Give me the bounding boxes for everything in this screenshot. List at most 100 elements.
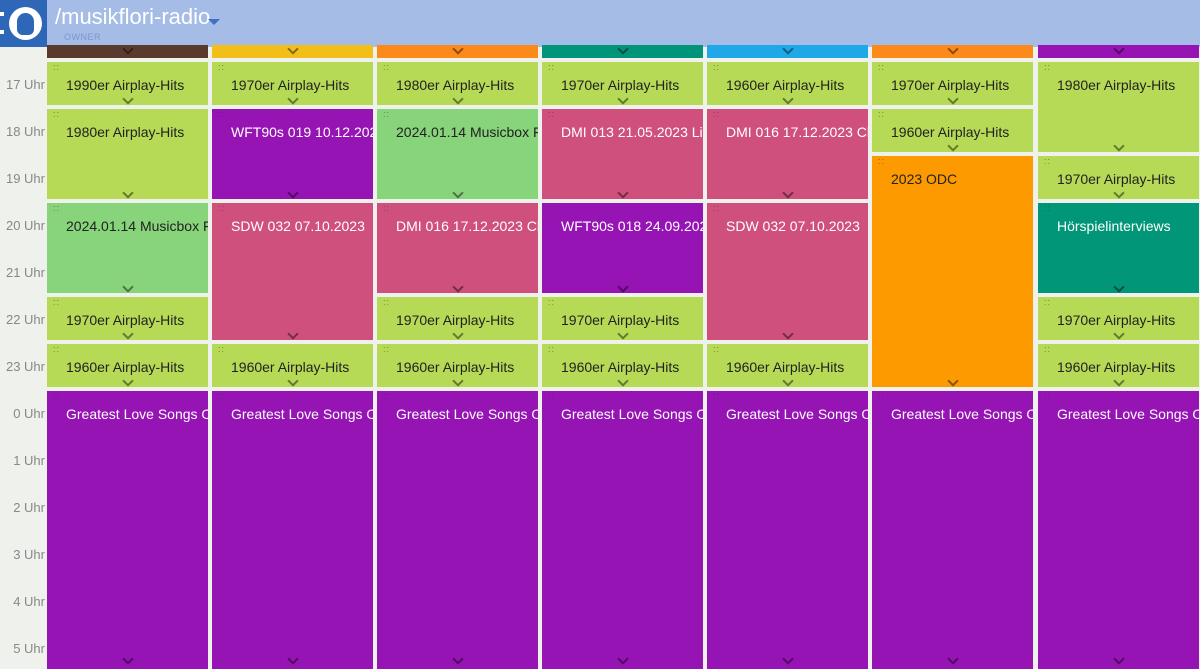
- drag-handle-icon[interactable]: ::: [1044, 391, 1052, 401]
- chevron-down-icon[interactable]: [616, 93, 629, 105]
- drag-handle-icon[interactable]: ::: [53, 344, 61, 354]
- drag-handle-icon[interactable]: ::: [878, 109, 886, 119]
- chevron-down-icon[interactable]: [451, 375, 464, 387]
- show-block[interactable]: :: 2023 ODC: [872, 156, 1033, 387]
- show-block[interactable]: :: 2024.01.14 Musicbox Fo: [47, 203, 208, 293]
- drag-handle-icon[interactable]: ::: [53, 62, 61, 72]
- show-block[interactable]: :: 1970er Airplay-Hits: [47, 297, 208, 340]
- drag-handle-icon[interactable]: ::: [548, 344, 556, 354]
- expand-toggle[interactable]: [377, 653, 538, 668]
- show-block[interactable]: :: 1970er Airplay-Hits: [542, 297, 703, 340]
- chevron-down-icon[interactable]: [616, 328, 629, 340]
- expand-toggle[interactable]: [872, 653, 1033, 668]
- chevron-down-icon[interactable]: [121, 328, 134, 340]
- drag-handle-icon[interactable]: ::: [713, 203, 721, 213]
- drag-handle-icon[interactable]: ::: [218, 109, 226, 119]
- chevron-down-icon[interactable]: [781, 653, 794, 665]
- chevron-down-icon[interactable]: [121, 653, 134, 665]
- chevron-down-icon[interactable]: [121, 93, 134, 105]
- show-block[interactable]: :: 1970er Airplay-Hits: [542, 62, 703, 105]
- drag-handle-icon[interactable]: ::: [548, 297, 556, 307]
- drag-handle-icon[interactable]: ::: [53, 203, 61, 213]
- drag-handle-icon[interactable]: ::: [218, 344, 226, 354]
- show-block[interactable]: :: 2024.01.14 Musicbox Fo: [377, 109, 538, 199]
- show-block[interactable]: :: 1980er Airplay-Hits: [47, 109, 208, 199]
- station-title[interactable]: /musikflori-radio: [55, 4, 211, 29]
- chevron-down-icon[interactable]: [451, 187, 464, 199]
- drag-handle-icon[interactable]: ::: [713, 109, 721, 119]
- chevron-down-icon[interactable]: [1112, 140, 1125, 152]
- show-block[interactable]: :: Greatest Love Songs Of: [212, 391, 373, 669]
- drag-handle-icon[interactable]: ::: [878, 156, 886, 166]
- drag-handle-icon[interactable]: ::: [548, 62, 556, 72]
- show-block[interactable]: :: 1980er Airplay-Hits: [1038, 62, 1199, 152]
- drag-handle-icon[interactable]: ::: [1044, 62, 1052, 72]
- chevron-down-icon[interactable]: [781, 93, 794, 105]
- drag-handle-icon[interactable]: ::: [1044, 203, 1052, 213]
- chevron-down-icon[interactable]: [946, 375, 959, 387]
- show-block[interactable]: :: SDW 032 07.10.2023: [707, 203, 868, 340]
- chevron-down-icon[interactable]: [286, 375, 299, 387]
- show-block[interactable]: :: Greatest Love Songs Of: [707, 391, 868, 669]
- drag-handle-icon[interactable]: ::: [548, 391, 556, 401]
- drag-handle-icon[interactable]: ::: [713, 391, 721, 401]
- drag-handle-icon[interactable]: ::: [713, 344, 721, 354]
- drag-handle-icon[interactable]: ::: [383, 109, 391, 119]
- chevron-down-icon[interactable]: [1112, 328, 1125, 340]
- show-block[interactable]: :: 1990er Airplay-Hits: [47, 62, 208, 105]
- chevron-down-icon[interactable]: [451, 328, 464, 340]
- drag-handle-icon[interactable]: ::: [53, 391, 61, 401]
- chevron-down-icon[interactable]: [1112, 375, 1125, 387]
- show-block[interactable]: :: Hörspielinterviews: [1038, 203, 1199, 293]
- show-block[interactable]: :: Greatest Love Songs Of: [542, 391, 703, 669]
- chevron-down-icon[interactable]: [1112, 187, 1125, 199]
- previous-show-stub[interactable]: [1038, 43, 1199, 58]
- show-block[interactable]: :: SDW 032 07.10.2023: [212, 203, 373, 340]
- show-block[interactable]: :: 1970er Airplay-Hits: [377, 297, 538, 340]
- chevron-down-icon[interactable]: [286, 653, 299, 665]
- chevron-down-icon[interactable]: [1112, 653, 1125, 665]
- chevron-down-icon[interactable]: [451, 281, 464, 293]
- chevron-down-icon[interactable]: [781, 187, 794, 199]
- previous-show-stub[interactable]: [377, 43, 538, 58]
- drag-handle-icon[interactable]: ::: [218, 203, 226, 213]
- show-block[interactable]: :: Greatest Love Songs Of: [377, 391, 538, 669]
- show-block[interactable]: :: 1960er Airplay-Hits: [1038, 344, 1199, 387]
- chevron-down-icon[interactable]: [121, 187, 134, 199]
- drag-handle-icon[interactable]: ::: [53, 297, 61, 307]
- chevron-down-icon[interactable]: [946, 93, 959, 105]
- chevron-down-icon[interactable]: [286, 93, 299, 105]
- drag-handle-icon[interactable]: ::: [1044, 156, 1052, 166]
- show-block[interactable]: :: DMI 013 21.05.2023 Lin: [542, 109, 703, 199]
- previous-show-stub[interactable]: [47, 43, 208, 58]
- drag-handle-icon[interactable]: ::: [383, 203, 391, 213]
- expand-toggle[interactable]: [542, 653, 703, 668]
- expand-toggle[interactable]: [47, 653, 208, 668]
- show-block[interactable]: :: WFT90s 018 24.09.2023: [542, 203, 703, 293]
- expand-toggle[interactable]: [212, 653, 373, 668]
- drag-handle-icon[interactable]: ::: [383, 391, 391, 401]
- chevron-down-icon[interactable]: [616, 43, 629, 55]
- show-block[interactable]: :: 1970er Airplay-Hits: [212, 62, 373, 105]
- show-block[interactable]: :: WFT90s 019 10.12.2023: [212, 109, 373, 199]
- chevron-down-icon[interactable]: [781, 43, 794, 55]
- show-block[interactable]: :: 1960er Airplay-Hits: [47, 344, 208, 387]
- drag-handle-icon[interactable]: ::: [1044, 297, 1052, 307]
- show-block[interactable]: :: DMI 016 17.12.2023 Cla: [377, 203, 538, 293]
- chevron-down-icon[interactable]: [286, 43, 299, 55]
- chevron-down-icon[interactable]: [616, 375, 629, 387]
- chevron-down-icon[interactable]: [616, 653, 629, 665]
- chevron-down-icon[interactable]: [286, 187, 299, 199]
- show-block[interactable]: :: 1960er Airplay-Hits: [707, 344, 868, 387]
- show-block[interactable]: :: 1970er Airplay-Hits: [1038, 297, 1199, 340]
- chevron-down-icon[interactable]: [946, 43, 959, 55]
- chevron-down-icon[interactable]: [616, 187, 629, 199]
- previous-show-stub[interactable]: [707, 43, 868, 58]
- drag-handle-icon[interactable]: ::: [218, 62, 226, 72]
- chevron-down-icon[interactable]: [1112, 43, 1125, 55]
- drag-handle-icon[interactable]: ::: [548, 109, 556, 119]
- drag-handle-icon[interactable]: ::: [53, 109, 61, 119]
- drag-handle-icon[interactable]: ::: [383, 297, 391, 307]
- show-block[interactable]: :: 1970er Airplay-Hits: [1038, 156, 1199, 199]
- show-block[interactable]: :: DMI 016 17.12.2023 Cla: [707, 109, 868, 199]
